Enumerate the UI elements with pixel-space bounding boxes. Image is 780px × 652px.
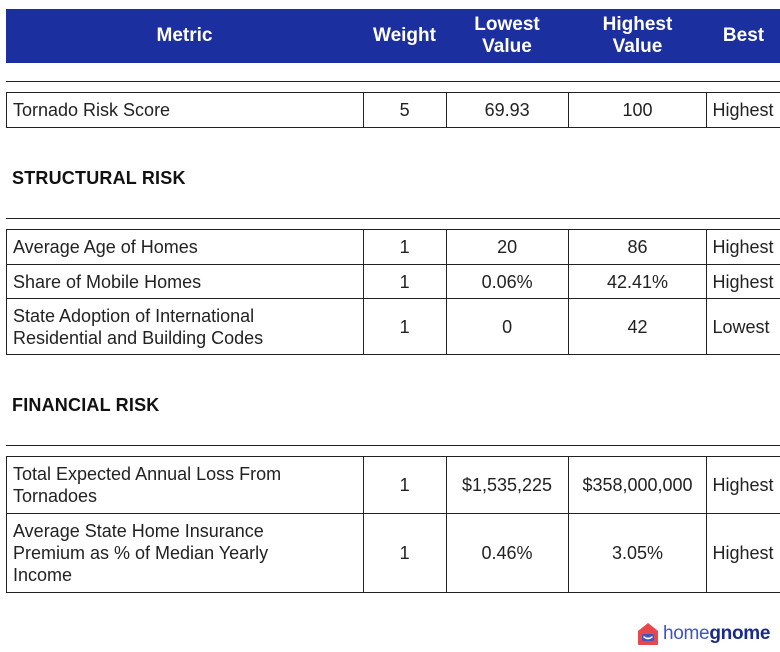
lowest-value-cell: 69.93 bbox=[445, 92, 569, 128]
best-cell: Highest bbox=[706, 456, 780, 514]
weight-cell: 1 bbox=[362, 264, 447, 299]
weight-cell: 5 bbox=[362, 92, 447, 128]
table-row: Share of Mobile Homes 1 0.06% 42.41% Highest bbox=[6, 264, 780, 299]
table-row: Average Age of Homes 1 20 86 Highest bbox=[6, 229, 780, 265]
header-metric: Metric bbox=[156, 25, 213, 46]
header-weight: Weight bbox=[373, 25, 436, 46]
header-lowest-value: Lowest Value bbox=[474, 14, 540, 57]
metric-cell: Share of Mobile Homes bbox=[6, 264, 364, 299]
best-cell: Highest bbox=[706, 264, 780, 299]
header-best: Best bbox=[722, 25, 765, 46]
highest-value-cell: 3.05% bbox=[567, 513, 708, 593]
divider-financial bbox=[6, 445, 780, 446]
weight-cell: 1 bbox=[362, 456, 447, 514]
metric-cell: Average State Home Insurance Premium as %… bbox=[6, 513, 364, 593]
lowest-value-cell: 20 bbox=[445, 229, 569, 265]
table-row: Tornado Risk Score 5 69.93 100 Highest bbox=[6, 92, 780, 128]
header-highest-value: Highest Value bbox=[602, 14, 673, 57]
best-cell: Highest bbox=[706, 513, 780, 593]
highest-value-cell: $358,000,000 bbox=[567, 456, 708, 514]
best-cell: Highest bbox=[706, 92, 780, 128]
lowest-value-cell: 0.46% bbox=[445, 513, 569, 593]
section-title-financial: FINANCIAL RISK bbox=[12, 395, 160, 415]
best-cell: Highest bbox=[706, 229, 780, 265]
metric-cell: Average Age of Homes bbox=[6, 229, 364, 265]
highest-value-cell: 86 bbox=[567, 229, 708, 265]
weight-cell: 1 bbox=[362, 513, 447, 593]
divider-structural bbox=[6, 218, 780, 219]
lowest-value-cell: $1,535,225 bbox=[445, 456, 569, 514]
highest-value-cell: 42 bbox=[567, 298, 708, 355]
best-cell: Lowest bbox=[706, 298, 780, 355]
highest-value-cell: 42.41% bbox=[567, 264, 708, 299]
table-header: Metric Weight Lowest Value Highest Value B… bbox=[6, 9, 780, 63]
table-row: State Adoption of International Residenti… bbox=[6, 298, 780, 355]
highest-value-cell: 100 bbox=[567, 92, 708, 128]
weight-cell: 1 bbox=[362, 229, 447, 265]
metric-cell: Total Expected Annual Loss From Tornadoes bbox=[6, 456, 364, 514]
table-row: Average State Home Insurance Premium as %… bbox=[6, 513, 780, 593]
homegnome-logo: homegnome bbox=[637, 622, 770, 646]
divider-tornado bbox=[6, 81, 780, 82]
lowest-value-cell: 0 bbox=[445, 298, 569, 355]
tornado-table: Tornado Risk Score 5 69.93 100 Highest bbox=[6, 92, 780, 128]
financial-table: Total Expected Annual Loss From Tornadoes… bbox=[6, 456, 780, 593]
metric-cell: State Adoption of International Residenti… bbox=[6, 298, 364, 355]
logo-wordmark: homegnome bbox=[663, 623, 771, 644]
table-row: Total Expected Annual Loss From Tornadoes… bbox=[6, 456, 780, 514]
section-title-structural: STRUCTURAL RISK bbox=[12, 168, 186, 188]
lowest-value-cell: 0.06% bbox=[445, 264, 569, 299]
weight-cell: 1 bbox=[362, 298, 447, 355]
house-logo-icon bbox=[638, 623, 658, 645]
structural-table: Average Age of Homes 1 20 86 Highest Share of… bbox=[6, 229, 780, 355]
metric-cell: Tornado Risk Score bbox=[6, 92, 364, 128]
